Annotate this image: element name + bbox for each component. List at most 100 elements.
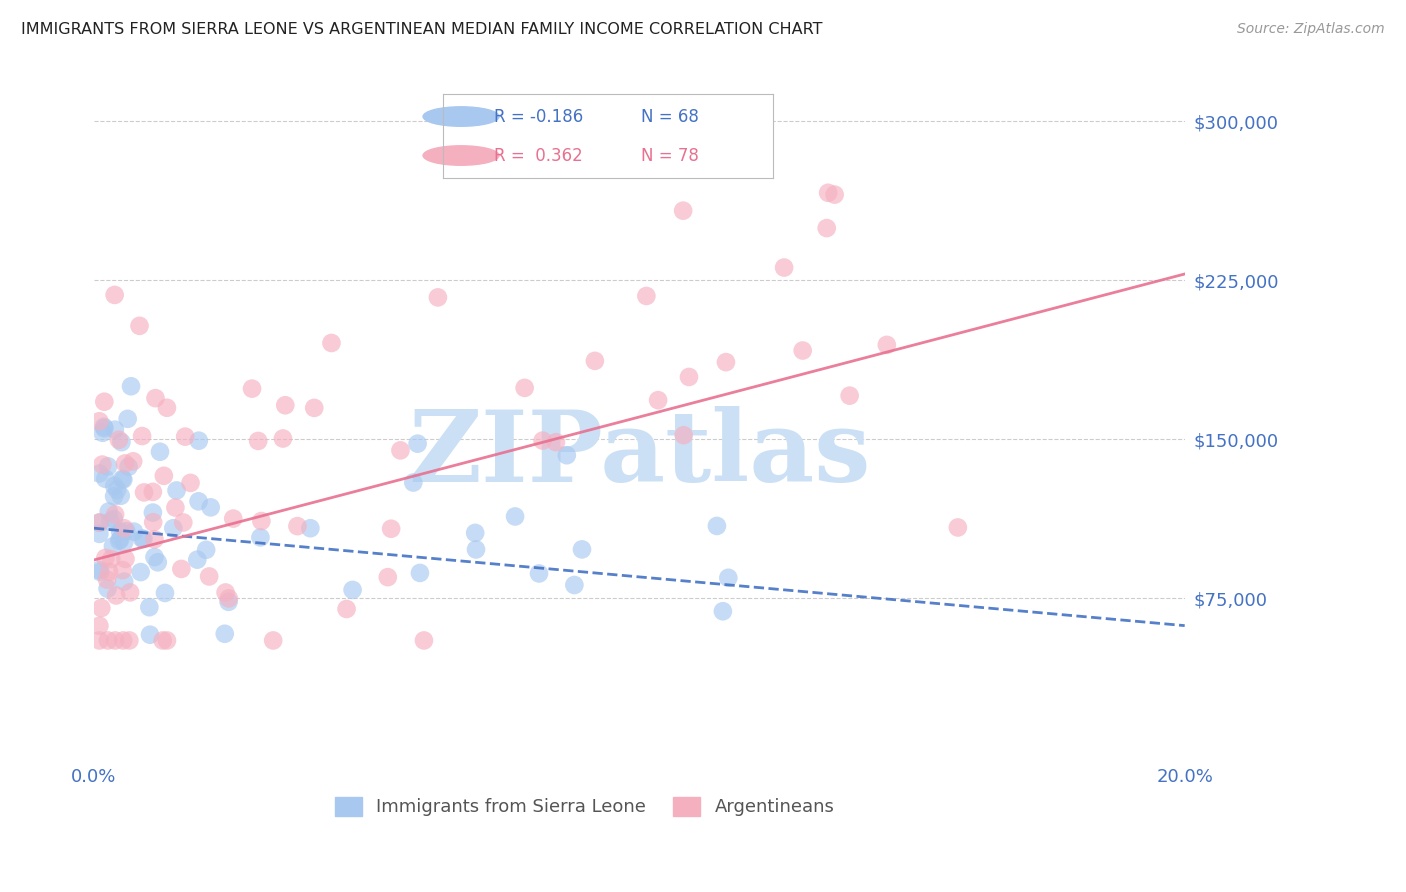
Point — [93, 421, 115, 435]
Point — [342, 582, 364, 597]
Point — [636, 289, 658, 303]
Point — [426, 290, 449, 304]
Text: ZIPatlas: ZIPatlas — [408, 406, 870, 502]
Point — [97, 582, 120, 596]
Point — [714, 355, 737, 369]
Point — [271, 432, 294, 446]
Point — [198, 569, 221, 583]
Point — [717, 571, 740, 585]
Point — [110, 489, 132, 503]
Point — [247, 434, 270, 448]
Point — [110, 533, 132, 547]
Point — [377, 570, 399, 584]
Point — [706, 519, 728, 533]
Point — [824, 187, 846, 202]
Point — [97, 459, 120, 474]
Point — [218, 591, 240, 606]
Point — [104, 508, 127, 522]
Point — [172, 516, 194, 530]
Point — [678, 370, 700, 384]
Point — [647, 393, 669, 408]
Point — [138, 600, 160, 615]
Point — [111, 472, 134, 486]
Point — [104, 288, 127, 302]
Point — [222, 511, 245, 525]
Point — [773, 260, 796, 275]
Point — [146, 555, 169, 569]
Point — [302, 401, 325, 415]
Point — [503, 509, 526, 524]
Point — [114, 457, 136, 471]
Point — [142, 506, 165, 520]
Point — [89, 565, 111, 579]
Point — [544, 435, 567, 450]
Point — [131, 532, 153, 546]
Point — [131, 429, 153, 443]
Text: N = 78: N = 78 — [641, 146, 699, 164]
Point — [117, 412, 139, 426]
Point — [105, 589, 128, 603]
Point — [112, 473, 135, 487]
Point — [186, 552, 208, 566]
Point — [195, 542, 218, 557]
Point — [100, 552, 122, 566]
Point — [564, 578, 586, 592]
Point — [465, 542, 488, 557]
Point — [89, 527, 111, 541]
Point — [120, 585, 142, 599]
Point — [89, 619, 111, 633]
Point — [122, 524, 145, 539]
Point — [815, 221, 838, 235]
Point — [413, 633, 436, 648]
Point — [156, 633, 179, 648]
Point — [103, 512, 125, 526]
Point — [112, 521, 135, 535]
Point — [672, 203, 695, 218]
Text: R = -0.186: R = -0.186 — [494, 108, 583, 126]
Point — [380, 522, 402, 536]
Point — [527, 566, 550, 581]
Point — [93, 394, 115, 409]
Point — [214, 585, 236, 599]
Point — [90, 601, 112, 615]
Point — [402, 475, 425, 490]
Point — [112, 535, 135, 549]
Point — [89, 563, 111, 577]
Point — [111, 563, 134, 577]
Point — [89, 633, 111, 648]
Point — [162, 521, 184, 535]
Point — [94, 472, 117, 486]
Point — [94, 551, 117, 566]
Point — [117, 459, 139, 474]
Point — [464, 525, 486, 540]
Point — [672, 428, 695, 442]
Point — [711, 604, 734, 618]
Point — [299, 521, 322, 535]
Point — [129, 565, 152, 579]
Point — [120, 379, 142, 393]
Point — [262, 633, 284, 648]
Point — [104, 633, 127, 648]
Point — [108, 433, 131, 447]
Point — [98, 565, 121, 579]
Point — [101, 539, 124, 553]
Point — [531, 434, 554, 448]
Point — [249, 530, 271, 544]
Point — [132, 485, 155, 500]
Point — [170, 562, 193, 576]
Point — [97, 504, 120, 518]
Point — [250, 514, 273, 528]
Point — [98, 515, 121, 529]
Point — [187, 434, 209, 448]
Point — [287, 519, 309, 533]
Point — [122, 454, 145, 468]
Point — [143, 533, 166, 547]
Point — [946, 520, 969, 534]
Point — [104, 423, 127, 437]
Point — [149, 444, 172, 458]
Point — [103, 489, 125, 503]
Point — [115, 524, 138, 538]
Point — [89, 467, 111, 481]
Point — [409, 566, 432, 580]
Point — [103, 479, 125, 493]
